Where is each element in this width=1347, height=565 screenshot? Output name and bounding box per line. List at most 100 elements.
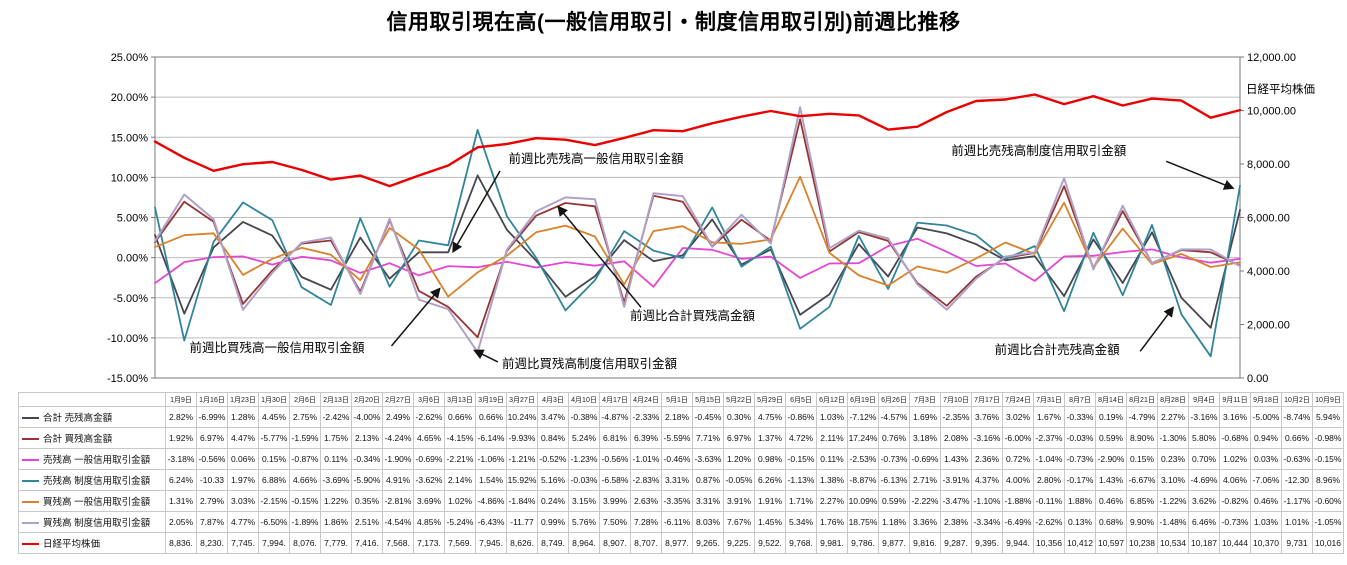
annotation-label-sell-standardized-margin: 前週比売残高制度信用取引金額 — [949, 144, 1129, 160]
value-cell: 0.23% — [1157, 448, 1189, 470]
value-cell: -0.34% — [351, 448, 383, 470]
value-cell: -6.14% — [475, 427, 507, 449]
value-cell: -4.86% — [475, 490, 507, 512]
date-header-cell: 10月9日 — [1312, 392, 1344, 407]
value-cell: -1.59% — [289, 427, 321, 449]
value-cell: -0.15% — [1312, 448, 1344, 470]
value-cell: 6.39% — [630, 427, 662, 449]
value-cell: 8,749. — [537, 532, 569, 554]
value-cell: 3.62% — [1188, 490, 1220, 512]
y-axis-left-tick-label: 5.00% — [117, 213, 148, 225]
value-cell: -2.62% — [1033, 511, 1065, 533]
value-cell: 6.46% — [1188, 511, 1220, 533]
value-cell: 4.72% — [785, 427, 817, 449]
value-cell: 3.31% — [692, 490, 724, 512]
value-cell: 1.18% — [878, 511, 910, 533]
y-axis-left-tick-label: -10.00% — [107, 333, 148, 345]
legend-line-swatch — [22, 480, 39, 483]
value-cell: -0.05% — [723, 469, 755, 491]
date-header-cell: 3月27日 — [506, 392, 538, 407]
value-cell: -6.00% — [1002, 427, 1034, 449]
value-cell: 0.59% — [878, 490, 910, 512]
date-header-cell: 2月27日 — [382, 392, 414, 407]
value-cell: -1.22% — [1157, 490, 1189, 512]
table-corner-cell — [18, 392, 166, 407]
value-cell: 0.35% — [351, 490, 383, 512]
legend-line-swatch — [22, 459, 39, 462]
value-cell: -2.42% — [320, 406, 352, 428]
value-cell: 1.03% — [816, 406, 848, 428]
date-header-cell: 6月26日 — [878, 392, 910, 407]
value-cell: -8.87% — [847, 469, 879, 491]
value-cell: 9,395. — [971, 532, 1003, 554]
series-line-buy-general-margin — [154, 175, 1241, 298]
value-cell: -1.17% — [1281, 490, 1313, 512]
date-header-cell: 2月20日 — [351, 392, 383, 407]
legend-line-swatch — [22, 417, 39, 420]
y-axis-right-tick-label: 6,000.00 — [1247, 213, 1290, 225]
value-cell: 1.92% — [165, 427, 197, 449]
value-cell: 7.71% — [692, 427, 724, 449]
value-cell: -1.13% — [785, 469, 817, 491]
value-cell: 7,569. — [444, 532, 476, 554]
series-name: 売残高 制度信用取引金額 — [43, 476, 151, 487]
value-cell: -0.03% — [1064, 427, 1096, 449]
value-cell: 4.77% — [227, 511, 259, 533]
value-cell: 9,944. — [1002, 532, 1034, 554]
value-cell: 2.13% — [351, 427, 383, 449]
value-cell: 3.03% — [227, 490, 259, 512]
value-cell: 0.68% — [1095, 511, 1127, 533]
annotation-label-total-buy-balance: 前週比合計買残高金額 — [628, 308, 758, 324]
legend-line-swatch — [22, 438, 39, 441]
value-cell: -0.63% — [1281, 448, 1313, 470]
legend-cell-total-sell-balance: 合計 売残高金額 — [18, 406, 166, 428]
value-cell: -6.50% — [258, 511, 290, 533]
value-cell: 0.46% — [1095, 490, 1127, 512]
value-cell: 0.99% — [537, 511, 569, 533]
value-cell: 7,994. — [258, 532, 290, 554]
value-cell: 4.75% — [754, 406, 786, 428]
value-cell: 2.11% — [816, 427, 848, 449]
legend-cell-buy-general-margin: 買残高 一般信用取引金額 — [18, 490, 166, 512]
value-cell: -0.73% — [1219, 511, 1251, 533]
value-cell: -0.98% — [1312, 427, 1344, 449]
value-cell: -4.24% — [382, 427, 414, 449]
value-cell: 1.01% — [1281, 511, 1313, 533]
value-cell: -1.21% — [506, 448, 538, 470]
value-cell: -0.03% — [568, 469, 600, 491]
date-header-cell: 1月30日 — [258, 392, 290, 407]
table-row-sell-standardized-margin: 売残高 制度信用取引金額 6.24% -10.33 1.97% 6.88% 4.66% -3… — [18, 469, 1344, 491]
value-cell: -0.69% — [909, 448, 941, 470]
series-name: 売残高 一般信用取引金額 — [43, 455, 151, 466]
value-cell: 7.67% — [723, 511, 755, 533]
value-cell: -3.63% — [692, 448, 724, 470]
value-cell: 7.28% — [630, 511, 662, 533]
value-cell: 1.76% — [816, 511, 848, 533]
value-cell: 7,779. — [320, 532, 352, 554]
series-line-sell-general-margin — [154, 237, 1241, 288]
value-cell: 0.84% — [537, 427, 569, 449]
value-cell: -0.45% — [692, 406, 724, 428]
series-name: 買残高 一般信用取引金額 — [43, 497, 151, 508]
value-cell: 5.94% — [1312, 406, 1344, 428]
value-cell: -1.06% — [475, 448, 507, 470]
value-cell: 18.75% — [847, 511, 879, 533]
legend-line-swatch — [22, 522, 39, 525]
series-name: 買残高 制度信用取引金額 — [43, 518, 151, 529]
date-header-cell: 7月17日 — [971, 392, 1003, 407]
value-cell: 10,356 — [1033, 532, 1065, 554]
value-cell: -0.11% — [1033, 490, 1065, 512]
value-cell: 4.47% — [227, 427, 259, 449]
value-cell: 1.45% — [754, 511, 786, 533]
value-cell: 0.11% — [816, 448, 848, 470]
value-cell: 3.99% — [599, 490, 631, 512]
value-cell: 9,816. — [909, 532, 941, 554]
value-cell: 9.90% — [1126, 511, 1158, 533]
value-cell: 2.79% — [196, 490, 228, 512]
value-cell: -6.99% — [196, 406, 228, 428]
value-cell: -5.00% — [1250, 406, 1282, 428]
value-cell: 2.14% — [444, 469, 476, 491]
value-cell: 7,945. — [475, 532, 507, 554]
value-cell: 9,731 — [1281, 532, 1313, 554]
value-cell: 10.09% — [847, 490, 879, 512]
